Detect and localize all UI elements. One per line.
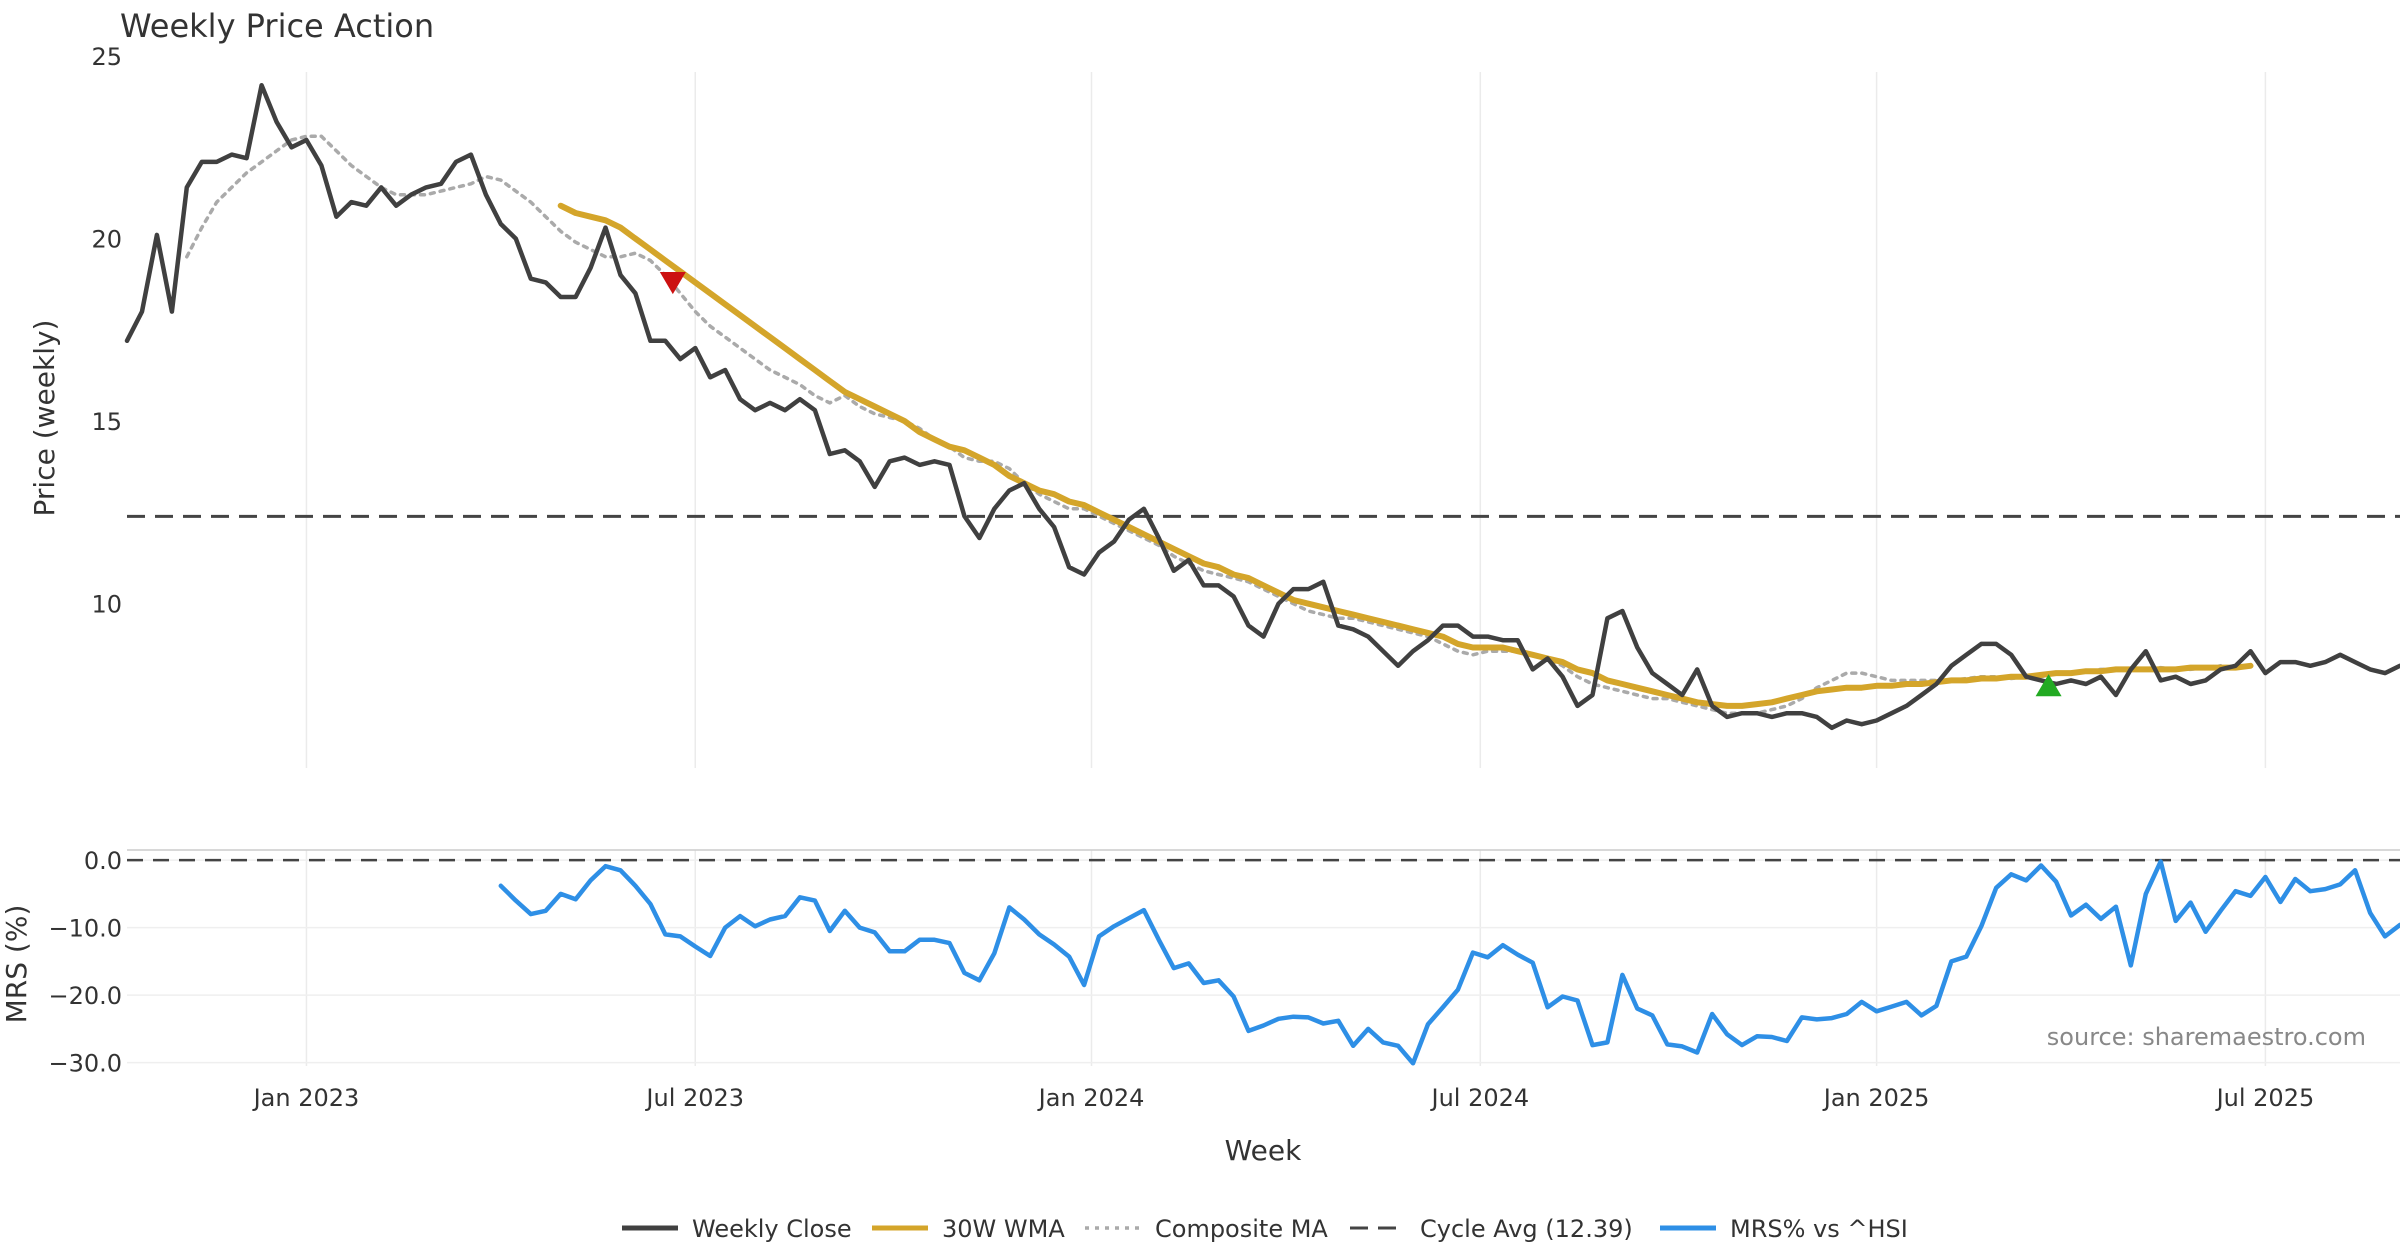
legend-label: Composite MA (1155, 1215, 1328, 1243)
x-tick-label: Jan 2023 (252, 1084, 360, 1112)
legend-label: MRS% vs ^HSI (1730, 1215, 1908, 1243)
series-30w-wma (557, 202, 2254, 709)
series-composite-ma (185, 134, 2223, 715)
mrs-gridlines (127, 849, 2400, 1066)
legend-item: Composite MA (1085, 1215, 1328, 1243)
sell-signal-marker (659, 271, 686, 295)
x-tick-label: Jan 2025 (1822, 1084, 1930, 1112)
mrs-y-ticks: 0.0 −10.0 −20.0 −30.0 (48, 847, 122, 1078)
x-axis-ticks: Jan 2023 Jul 2023 Jan 2024 Jul 2024 Jan 2025… (252, 1084, 2315, 1112)
mrs-y-axis-label: MRS (%) (0, 905, 33, 1024)
series-mrs-vs-hsi (498, 859, 2400, 1066)
mrs-y-tick-label: −10.0 (48, 915, 122, 943)
source-annotation: source: sharemaestro.com (2047, 1023, 2366, 1051)
price-y-tick-label: 25 (91, 43, 122, 71)
price-y-ticks: 10 15 20 25 (91, 43, 122, 619)
legend-item: 30W WMA (872, 1215, 1065, 1243)
price-y-tick-label: 20 (91, 226, 122, 254)
price-series-group (124, 82, 2400, 731)
mrs-y-tick-label: 0.0 (84, 847, 122, 875)
x-tick-label: Jan 2024 (1037, 1084, 1145, 1112)
price-signals (659, 271, 2062, 697)
legend-label: Weekly Close (692, 1215, 852, 1243)
buy-signal-marker (2035, 674, 2062, 697)
x-tick-label: Jul 2024 (1429, 1084, 1529, 1112)
mrs-series-group (127, 858, 2400, 1066)
legend-label: Cycle Avg (12.39) (1420, 1215, 1633, 1243)
mrs-y-tick-label: −20.0 (48, 982, 122, 1010)
chart-title: Weekly Price Action (120, 7, 434, 45)
series-weekly-close (124, 82, 2400, 731)
x-tick-label: Jul 2025 (2215, 1084, 2315, 1112)
price-y-axis-label: Price (weekly) (28, 320, 61, 517)
x-tick-label: Jul 2023 (644, 1084, 744, 1112)
x-axis-label: Week (1225, 1134, 1302, 1167)
mrs-y-tick-label: −30.0 (48, 1050, 122, 1078)
legend: Weekly Close 30W WMA Composite MA Cycle Avg… (622, 1215, 1908, 1243)
legend-item: MRS% vs ^HSI (1660, 1215, 1908, 1243)
legend-item: Cycle Avg (12.39) (1350, 1215, 1633, 1243)
legend-item: Weekly Close (622, 1215, 852, 1243)
price-gridlines (305, 72, 2267, 768)
legend-label: 30W WMA (942, 1215, 1065, 1243)
price-y-tick-label: 10 (91, 591, 122, 619)
price-y-tick-label: 15 (91, 408, 122, 436)
